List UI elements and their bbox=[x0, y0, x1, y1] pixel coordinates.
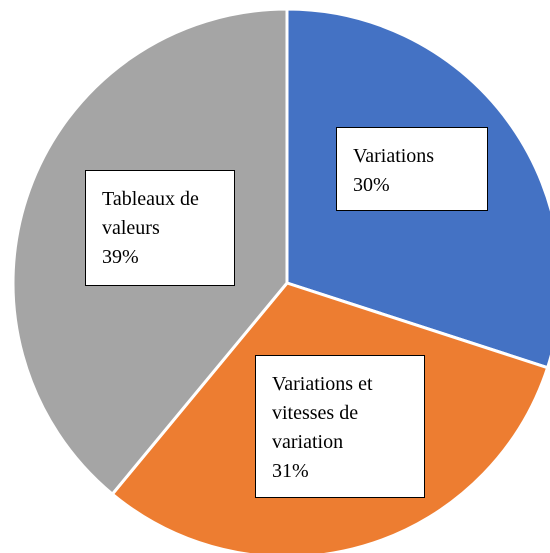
data-label: Tableaux de valeurs 39% bbox=[85, 170, 235, 286]
data-label: Variations et vitesses de variation 31% bbox=[255, 355, 425, 498]
label-value: 39% bbox=[102, 246, 139, 268]
label-name: Variations bbox=[353, 145, 435, 167]
label-value: 30% bbox=[353, 174, 390, 196]
label-value: 31% bbox=[272, 460, 309, 482]
label-name: Variations et vitesses de variation bbox=[272, 373, 373, 453]
data-label: Variations 30% bbox=[336, 127, 488, 211]
label-name: Tableaux de valeurs bbox=[102, 188, 199, 239]
